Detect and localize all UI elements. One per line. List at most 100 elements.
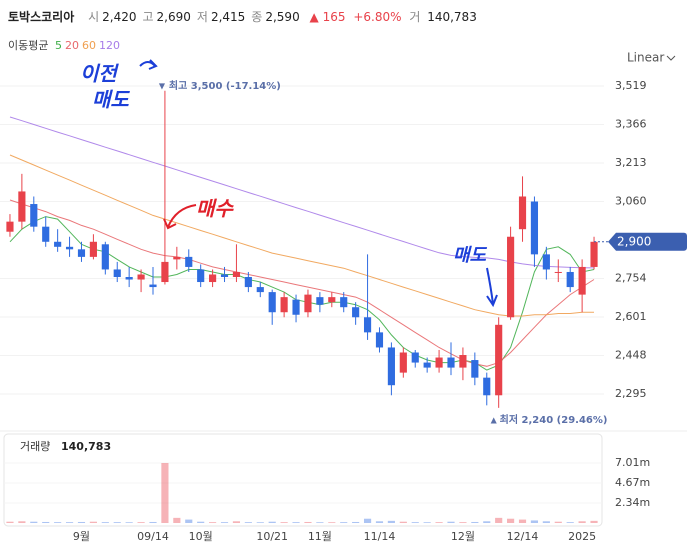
- handwritten-note: 이전: [80, 62, 119, 86]
- header-item-value: 2,690: [156, 10, 191, 24]
- header-items: 시 2,420 고 2,690 저 2,415 종 2,590: [88, 10, 306, 24]
- candle-body: [518, 196, 527, 230]
- candle-body: [268, 292, 276, 313]
- volume-bar: [268, 521, 276, 523]
- volume-bar: [554, 521, 562, 523]
- header-item-value: 2,415: [210, 10, 246, 24]
- header-item-label: 시: [88, 10, 100, 24]
- y-tick-label: 3,060: [615, 195, 647, 208]
- volume-bar: [363, 518, 372, 523]
- candle-body: [244, 277, 252, 288]
- volume-bar: [352, 521, 360, 523]
- header-item-label: 고: [142, 10, 154, 24]
- volume-bar: [125, 522, 133, 523]
- y-tick-label: 2,295: [615, 387, 647, 400]
- candle-body: [220, 274, 229, 278]
- volume-tick-label: 2.34m: [615, 496, 650, 509]
- volume-bar: [18, 521, 26, 523]
- volume-bar: [542, 521, 550, 523]
- volume-bar: [197, 521, 205, 523]
- volume-bar: [137, 522, 145, 523]
- volume-bar: [30, 521, 38, 523]
- x-tick-label: 10/21: [256, 530, 288, 543]
- volume-bar: [447, 521, 455, 523]
- candle-body: [161, 261, 169, 283]
- max-annotation: 최고 3,500 (-17.14%): [169, 79, 281, 92]
- change: ▲ 165: [309, 10, 346, 24]
- min-marker: ▲: [491, 415, 498, 424]
- volume-bar: [280, 522, 288, 523]
- candle-body: [89, 241, 97, 257]
- candle-body: [554, 271, 562, 273]
- candle-body: [387, 347, 395, 386]
- candle-body: [328, 297, 336, 303]
- candle-body: [101, 244, 109, 270]
- volume-panel: [3, 433, 603, 527]
- candle-body: [292, 299, 300, 315]
- candle-body: [471, 360, 479, 378]
- candle-body: [316, 297, 324, 305]
- x-tick-label: 11/14: [364, 530, 396, 543]
- max-marker: ▼: [159, 81, 166, 90]
- ma-legend[interactable]: 이동평균 5 20 60 120: [8, 37, 123, 53]
- header-item-value: 2,420: [102, 10, 137, 24]
- last-price-label: 2,900: [617, 234, 651, 248]
- x-tick-label: 11월: [308, 530, 332, 543]
- candle-body: [232, 271, 241, 278]
- candle-body: [375, 332, 384, 348]
- volume-bar: [220, 522, 229, 523]
- volume-bar: [316, 522, 324, 523]
- volume-tick-label: 7.01m: [615, 456, 650, 469]
- candle-body: [507, 236, 515, 318]
- volume-bar: [375, 521, 384, 523]
- volume-bar: [101, 522, 109, 523]
- candle-body: [590, 241, 598, 267]
- dropdown-icon[interactable]: [666, 55, 676, 61]
- candle-body: [483, 377, 491, 396]
- volume-bar: [590, 520, 598, 523]
- volume-title: 거래량: [20, 440, 50, 453]
- header-item-value: 2,590: [265, 10, 300, 24]
- volume-bar: [42, 521, 50, 523]
- scale-mode[interactable]: Linear: [627, 51, 664, 65]
- volume-current: 140,783: [61, 440, 111, 453]
- candle-body: [399, 352, 407, 373]
- volume-bar: [387, 520, 395, 523]
- candle-body: [209, 274, 217, 283]
- x-tick-label: 12/14: [507, 530, 539, 543]
- stock-name: 토박스코리아: [8, 10, 75, 24]
- handwritten-note: 매도: [453, 245, 488, 266]
- volume-bar: [495, 517, 503, 523]
- volume-bar: [173, 517, 181, 523]
- last-price-tag: [608, 232, 687, 251]
- note-arrow: [486, 267, 498, 308]
- candle-body: [137, 274, 145, 280]
- candle-body: [495, 324, 503, 396]
- candle-body: [173, 256, 181, 260]
- candle-body: [125, 277, 133, 280]
- y-tick-label: 2,754: [615, 272, 647, 285]
- note-arrow: [139, 59, 158, 70]
- candle-body: [340, 297, 348, 308]
- candle-body: [54, 241, 62, 247]
- candle-body: [185, 256, 193, 267]
- candle-body: [77, 249, 86, 257]
- handwritten-note: 매수: [196, 197, 234, 221]
- ma-legend-entry: 20: [64, 39, 79, 52]
- ma-legend-entry: 5: [54, 39, 62, 52]
- x-tick-label: 12월: [451, 530, 475, 543]
- volume-bar: [340, 522, 348, 523]
- moving-average-line: [9, 216, 595, 371]
- volume-tick-label: 4.67m: [615, 476, 650, 489]
- moving-average-line: [9, 154, 594, 317]
- ma-legend-entry: 60: [81, 39, 96, 52]
- volume-bar: [89, 521, 97, 523]
- volume-bar: [149, 521, 157, 523]
- volume-bar: [304, 521, 312, 523]
- volume-bar: [65, 522, 74, 523]
- volume-bar: [54, 522, 62, 523]
- candle-body: [411, 352, 419, 363]
- candle-body: [304, 294, 312, 313]
- volume-bar: [423, 522, 431, 523]
- candle-body: [435, 357, 443, 368]
